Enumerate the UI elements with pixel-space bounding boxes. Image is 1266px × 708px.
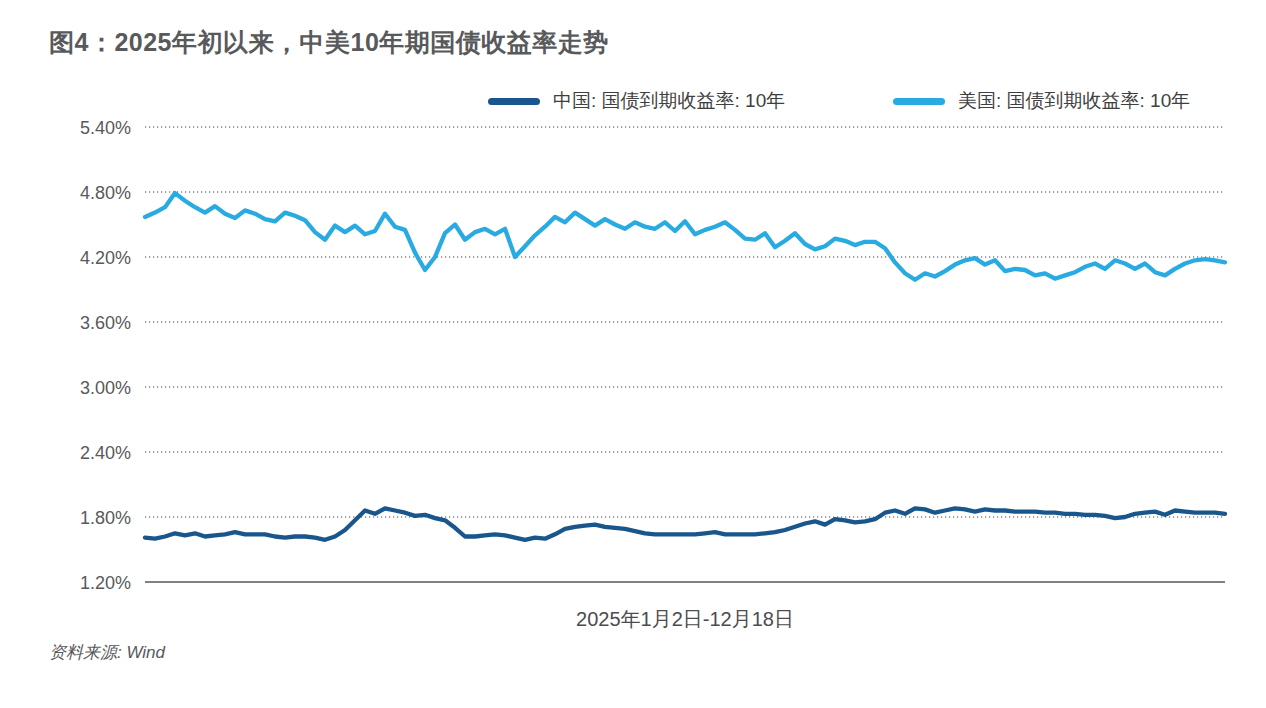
y-tick-label: 4.20% [80,248,131,268]
y-tick-label: 3.60% [80,313,131,333]
y-tick-label: 1.20% [80,573,131,593]
x-axis-label: 2025年1月2日-12月18日 [145,606,1225,633]
series-line-china [145,508,1225,540]
line-chart: 5.40% 4.80% 4.20% 3.60% 3.00% 2.40% 1.80% 1.20% [0,0,1266,708]
y-tick-label: 2.40% [80,443,131,463]
y-tick-label: 4.80% [80,183,131,203]
y-tick-label: 3.00% [80,378,131,398]
source-note: 资料来源: Wind [49,641,165,664]
series-line-us [145,193,1225,280]
y-tick-label: 5.40% [80,118,131,138]
y-tick-label: 1.80% [80,508,131,528]
chart-figure: 图4：2025年初以来，中美10年期国债收益率走势 中国: 国债到期收益率: 1… [0,0,1266,708]
